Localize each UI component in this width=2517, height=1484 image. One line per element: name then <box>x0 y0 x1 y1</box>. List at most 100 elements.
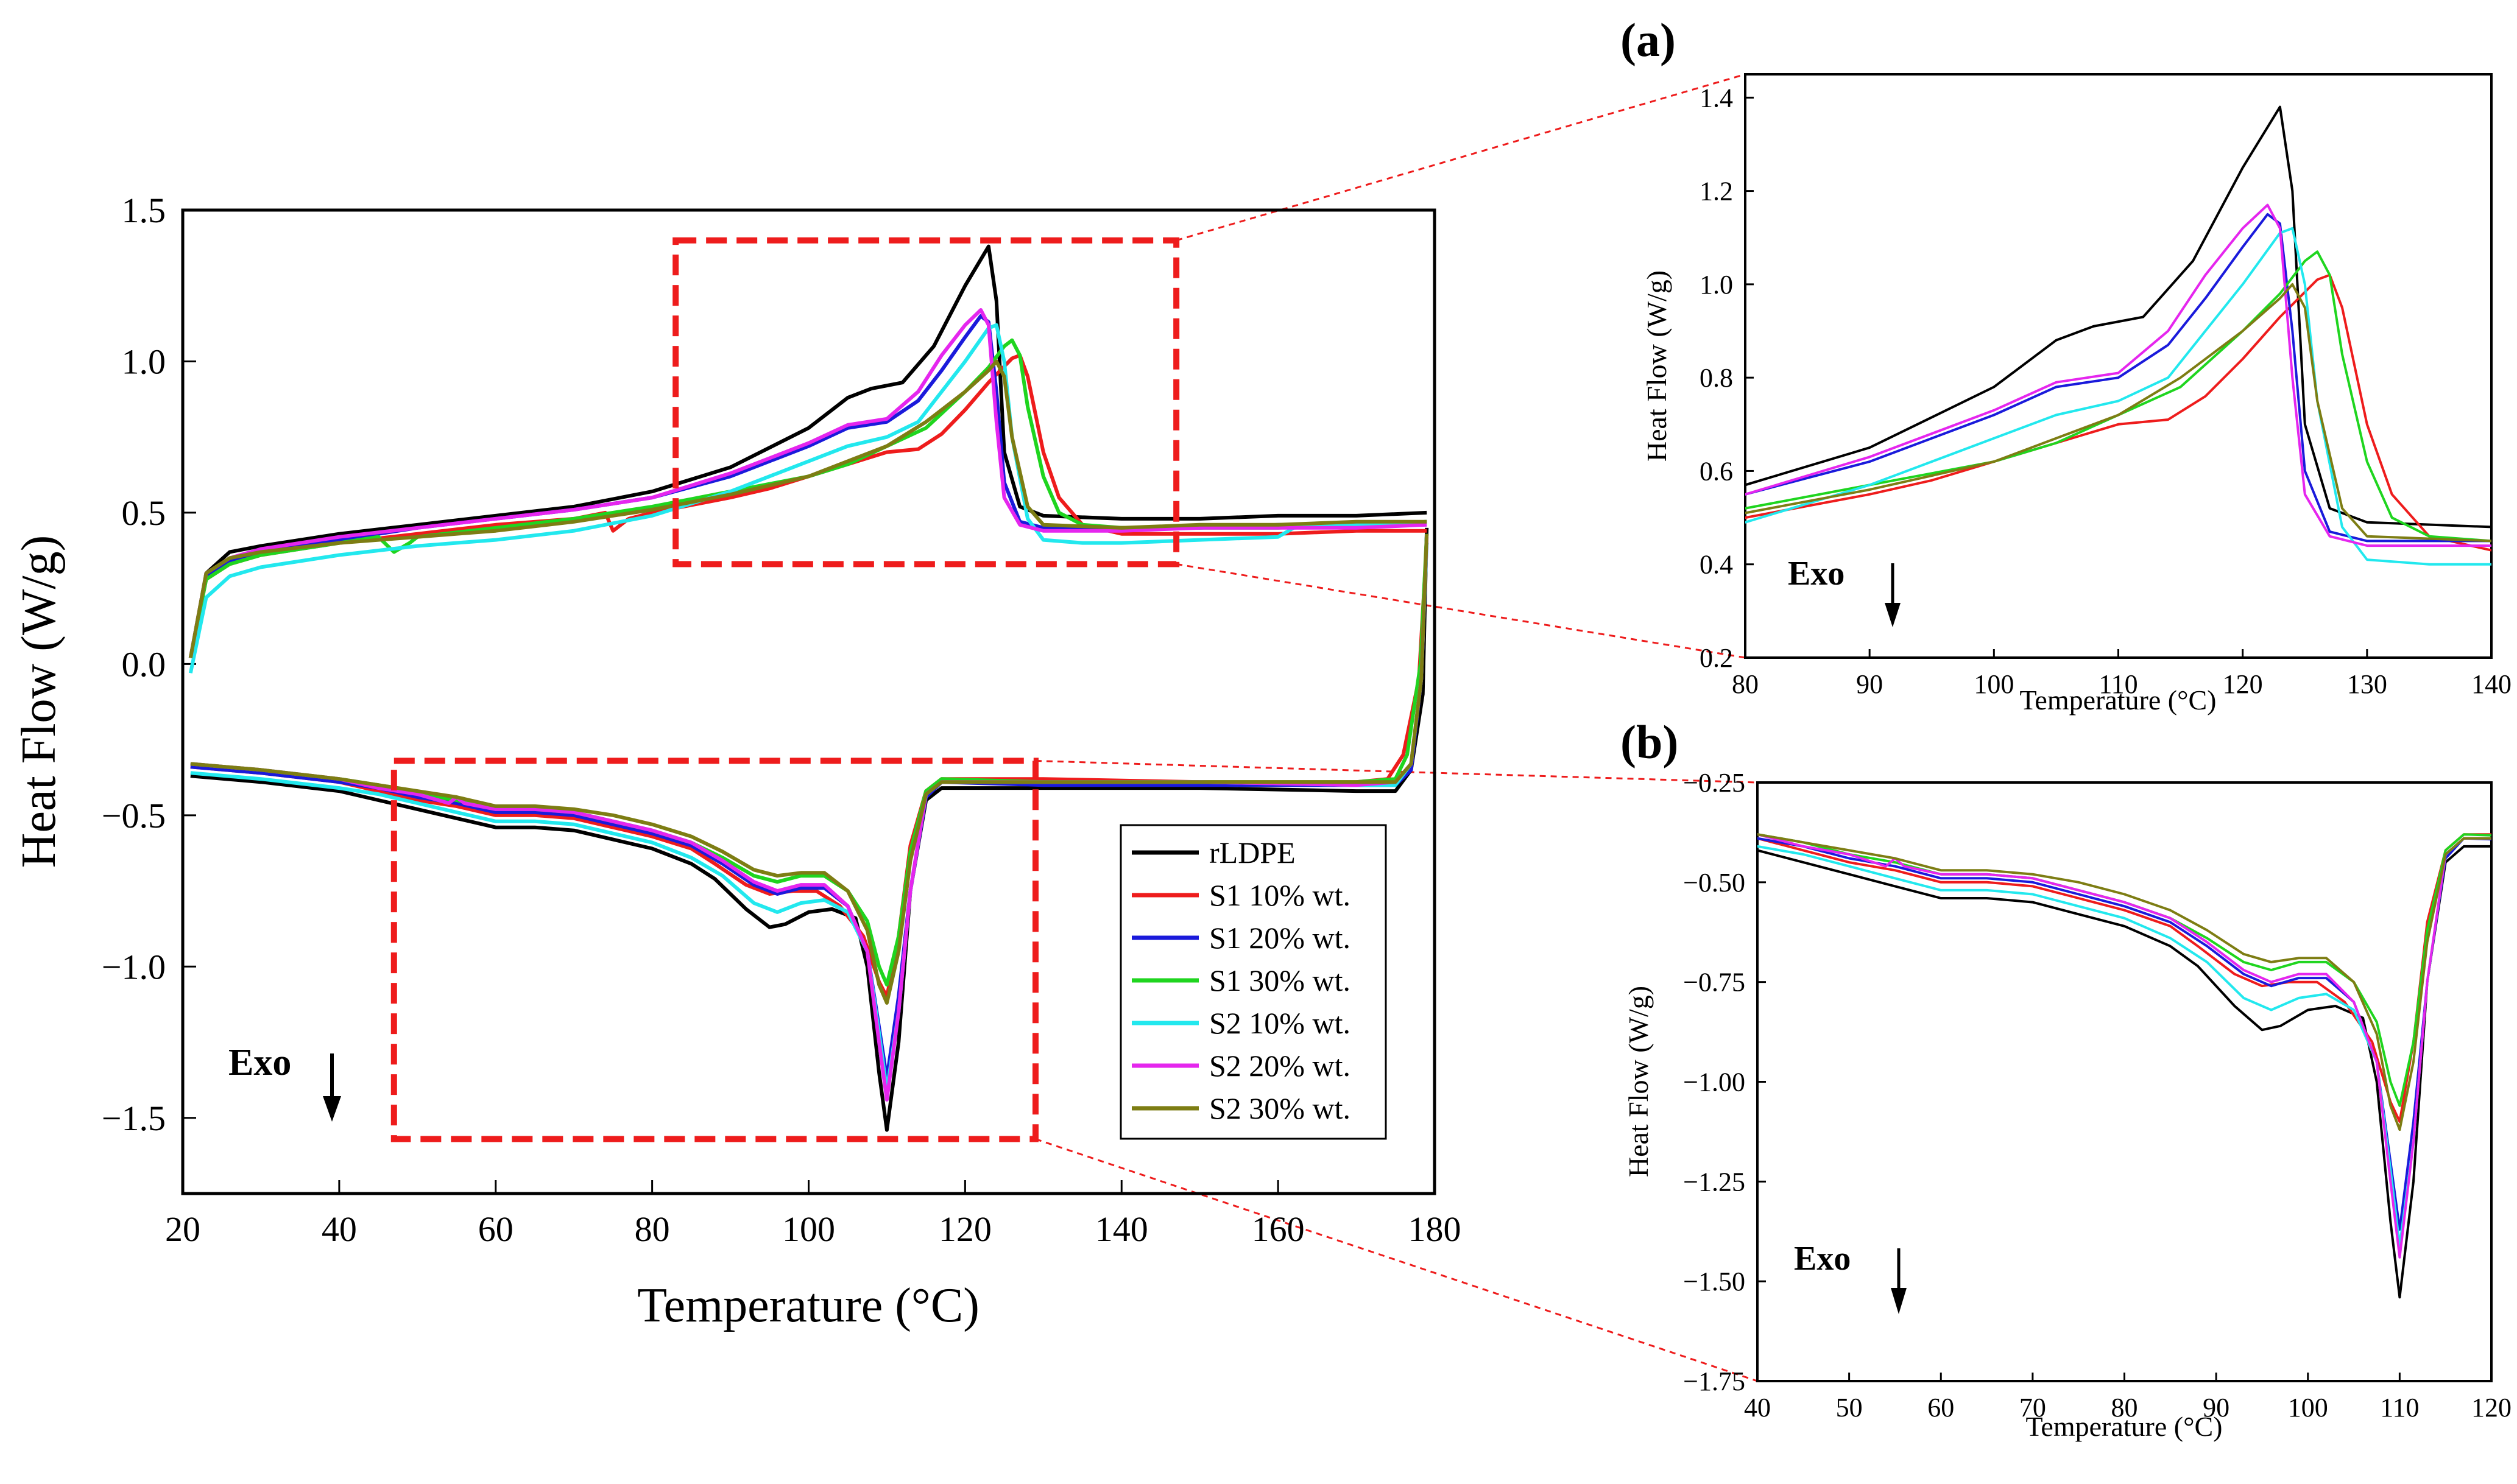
inset-b-series-group <box>1757 833 2491 1299</box>
zoom-box-a <box>672 237 1180 568</box>
main-x-tick-label: 80 <box>635 1209 670 1249</box>
b-x-tick-label: 40 <box>1744 1393 1771 1422</box>
a-y-tick-label: 0.4 <box>1700 550 1733 580</box>
inset-a-series-rldpe <box>1745 105 2491 529</box>
inset-a-y-axis-ticks: 0.2 0.4 0.6 0.8 1.0 1.2 1.4 <box>1700 83 1754 673</box>
main-x-tick-label: 40 <box>322 1209 357 1249</box>
legend-label-s1-20-wt: S1 20% wt. <box>1209 921 1350 955</box>
main-y-tick-label: 0.5 <box>122 493 166 533</box>
main-x-tick-label: 20 <box>165 1209 200 1249</box>
b-x-tick-label: 100 <box>2288 1393 2328 1422</box>
a-x-tick-label: 90 <box>1856 669 1883 699</box>
main-series-s1-20-wt-heating <box>188 314 1427 658</box>
inset-b-series-s2-30-wt <box>1757 833 2491 1131</box>
inset-b-series-s1-20-wt <box>1757 837 2491 1231</box>
main-x-tick-label: 140 <box>1095 1209 1148 1249</box>
a-y-tick-label: 0.2 <box>1700 643 1733 673</box>
b-x-tick-label: 110 <box>2380 1393 2419 1422</box>
main-series-s1-20-wt-cooling <box>190 533 1429 1081</box>
main-y-tick-label: 1.5 <box>122 191 166 230</box>
zoom-connector-lines <box>1035 73 1758 1382</box>
inset-a-plot: (a) 80 90 100 110 120 130 140 0.2 0.4 0.6 0.8 1.0 1… <box>1620 13 2512 716</box>
inset-b-series-rldpe <box>1757 845 2491 1299</box>
inset-b-series-s1-10-wt <box>1757 833 2491 1123</box>
inset-b-y-axis-ticks: −1.75 −1.50 −1.25 −1.00 −0.75 −0.50 −0.25 <box>1683 768 1766 1396</box>
inset-b-series-s2-10-wt <box>1757 837 2491 1247</box>
main-x-tick-label: 100 <box>782 1209 835 1249</box>
legend-label-rldpe: rLDPE <box>1209 835 1296 870</box>
legend: rLDPE S1 10% wt. S1 20% wt. S1 30% wt. S2 10… <box>1120 824 1387 1140</box>
b-y-tick-label: −0.75 <box>1683 968 1745 997</box>
main-y-tick-label: −0.5 <box>102 796 166 835</box>
main-exo-label: Exo <box>228 1042 291 1083</box>
main-x-tick-label: 180 <box>1408 1209 1461 1249</box>
main-y-tick-label: −1.0 <box>102 947 166 986</box>
b-x-tick-label: 70 <box>2019 1393 2046 1422</box>
inset-a-series-group <box>1745 105 2491 566</box>
a-x-tick-label: 140 <box>2471 669 2512 699</box>
inset-a-frame <box>1744 73 2493 659</box>
main-y-tick-label: −1.5 <box>102 1099 166 1138</box>
inset-a-x-axis-label: Temperature (°C) <box>2020 684 2217 716</box>
a-y-tick-label: 0.8 <box>1700 363 1733 393</box>
a-x-tick-label: 130 <box>2347 669 2387 699</box>
b-y-tick-label: −1.75 <box>1683 1366 1745 1396</box>
legend-label-s2-30-wt: S2 30% wt. <box>1209 1091 1350 1125</box>
main-zoom-boxes <box>390 237 1180 1142</box>
inset-a-series-s1-10-wt <box>1745 273 2491 552</box>
main-y-tick-label: 0.0 <box>122 644 166 684</box>
b-y-tick-label: −0.50 <box>1683 868 1745 898</box>
main-y-axis-ticks: −1.5 −1.0 −0.5 0.0 0.5 1.0 1.5 <box>102 191 196 1138</box>
main-series-s2-20-wt-heating <box>188 308 1427 658</box>
main-y-tick-label: 1.0 <box>122 342 166 381</box>
main-series-s1-30-wt-heating <box>188 338 1427 658</box>
a-x-tick-label: 120 <box>2223 669 2263 699</box>
legend-label-s2-10-wt: S2 10% wt. <box>1209 1006 1350 1040</box>
b-x-tick-label: 120 <box>2471 1393 2512 1422</box>
a-x-tick-label: 80 <box>1732 669 1759 699</box>
inset-b-exo-label: Exo <box>1794 1240 1851 1278</box>
inset-a-series-s2-10-wt <box>1745 227 2491 566</box>
connector-a-top <box>1176 73 1746 242</box>
legend-label-s2-20-wt: S2 20% wt. <box>1209 1049 1350 1083</box>
panel-label-a: (a) <box>1620 13 1676 66</box>
b-y-tick-label: −0.25 <box>1683 768 1745 798</box>
main-exo-arrow-icon <box>323 1053 341 1122</box>
main-series-rldpe-cooling <box>190 527 1429 1132</box>
b-x-tick-label: 50 <box>1836 1393 1863 1422</box>
main-series-s2-10-wt-heating <box>188 323 1427 673</box>
inset-a-series-s2-30-wt <box>1745 283 2491 543</box>
main-x-tick-label: 60 <box>478 1209 514 1249</box>
panel-label-b: (b) <box>1620 716 1678 768</box>
main-x-axis-label: Temperature (°C) <box>637 1279 980 1332</box>
inset-b-exo-arrow-icon <box>1891 1248 1907 1314</box>
inset-a-x-axis-ticks: 80 90 100 110 120 130 140 <box>1732 649 2512 699</box>
a-y-tick-label: 1.0 <box>1700 270 1733 300</box>
legend-label-s1-10-wt: S1 10% wt. <box>1209 878 1350 912</box>
b-y-tick-label: −1.50 <box>1683 1267 1745 1296</box>
inset-b-series-s2-20-wt <box>1757 833 2491 1259</box>
b-y-tick-label: −1.00 <box>1683 1067 1745 1097</box>
inset-a-y-axis-label: Heat Flow (W/g) <box>1641 270 1672 462</box>
a-y-tick-label: 1.4 <box>1700 83 1733 113</box>
a-y-tick-label: 0.6 <box>1700 456 1733 486</box>
main-x-tick-label: 160 <box>1252 1209 1305 1249</box>
main-series-s1-10-wt-heating <box>188 353 1427 658</box>
inset-b-x-axis-ticks: 40 50 60 70 80 90 100 110 120 <box>1744 1373 2512 1422</box>
inset-a-exo-arrow-icon <box>1885 563 1901 627</box>
inset-a-series-s1-20-wt <box>1745 213 2491 543</box>
zoom-box-b <box>390 758 1039 1142</box>
main-plot: 20 40 60 80 100 120 140 160 180 −1.5 −1.0 −0.5 0.0 0… <box>12 191 1461 1332</box>
main-x-axis-ticks: 20 40 60 80 100 120 140 160 180 <box>165 1180 1461 1249</box>
main-y-axis-label: Heat Flow (W/g) <box>12 535 66 868</box>
b-y-tick-label: −1.25 <box>1683 1167 1745 1197</box>
b-x-tick-label: 60 <box>1927 1393 1954 1422</box>
a-x-tick-label: 100 <box>1974 669 2014 699</box>
a-y-tick-label: 1.2 <box>1700 177 1733 206</box>
inset-a-exo-label: Exo <box>1788 555 1845 593</box>
inset-b-series-s1-30-wt <box>1757 833 2491 1107</box>
b-x-tick-label: 90 <box>2203 1393 2229 1422</box>
main-series-s2-30-wt-cooling <box>190 533 1429 1005</box>
connector-a-bottom <box>1176 563 1746 659</box>
